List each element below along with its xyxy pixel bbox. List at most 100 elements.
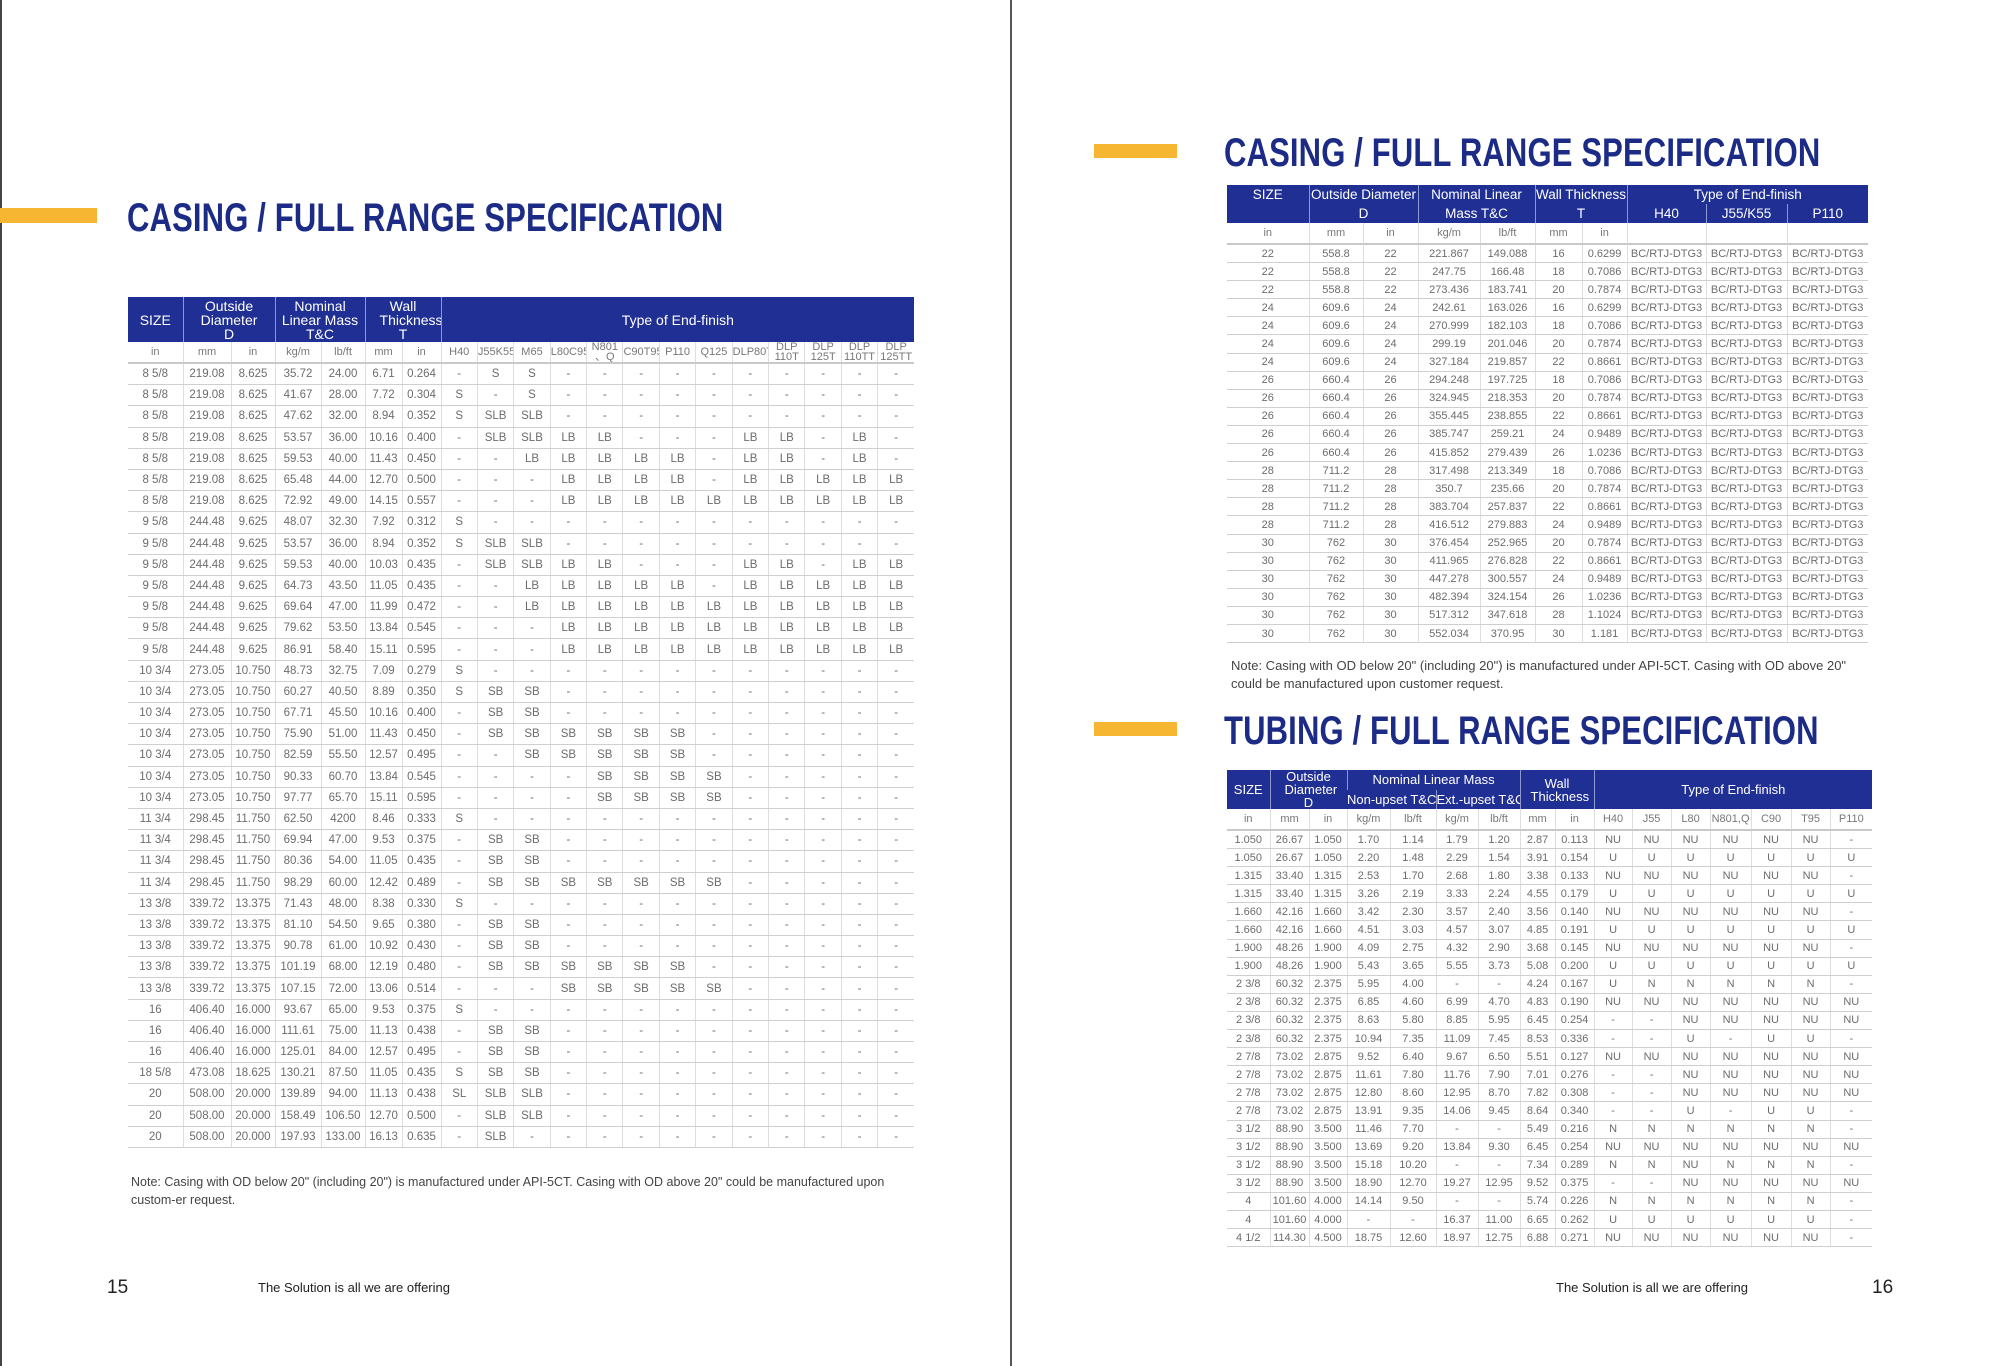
table-cell: N — [1631, 1120, 1672, 1139]
table-cell: - — [877, 999, 915, 1021]
table-row: 8 5/8 219.08 8.625 47.62 32.00 8.94 0.352 S SLB S… — [128, 405, 915, 428]
table-cell: 0.333 — [401, 808, 442, 831]
table-cell: 8.89 — [364, 681, 403, 704]
table-cell: - — [658, 533, 696, 555]
table-cell: 339.72 — [182, 935, 231, 958]
table-cell: 12.60 — [1389, 1228, 1436, 1248]
table-cell: - — [440, 575, 478, 598]
table-cell: 2.375 — [1308, 1029, 1347, 1049]
table-cell: 60.00 — [320, 872, 366, 894]
table-cell: U — [1593, 1210, 1633, 1230]
table-cell: U — [1670, 1210, 1711, 1230]
table-cell: 473.08 — [182, 1062, 231, 1085]
table-row: 20 508.00 20.000 139.89 94.00 11.13 0.438 SL SLB… — [128, 1083, 915, 1106]
table-cell: 47.00 — [320, 596, 366, 619]
table-cell: 660.4 — [1308, 371, 1363, 390]
table-cell: 30 — [1362, 552, 1419, 571]
table-cell: N — [1670, 1192, 1711, 1211]
table-cell: - — [440, 596, 478, 619]
table-cell: 0.450 — [401, 448, 442, 470]
table-cell: 0.495 — [401, 1041, 442, 1064]
table-cell: - — [840, 660, 878, 682]
table-cell: - — [768, 956, 805, 979]
table-cell: 22 — [1362, 244, 1419, 264]
table-cell: 235.66 — [1479, 479, 1536, 499]
table-cell: 219.857 — [1479, 353, 1536, 372]
table-cell: 90.33 — [274, 766, 321, 788]
table-cell: 8.625 — [230, 384, 275, 407]
table-cell: 339.72 — [182, 893, 231, 915]
table-cell: 163.026 — [1479, 298, 1536, 318]
table-cell: - — [476, 977, 514, 1000]
table-cell: 13.91 — [1346, 1101, 1390, 1121]
table-cell: 0.545 — [401, 766, 442, 788]
table-cell: - — [804, 808, 842, 831]
table-cell: LB — [804, 469, 842, 492]
table-cell: 18.625 — [230, 1062, 275, 1085]
unit-cell: DLP 110T — [768, 342, 805, 364]
table-cell: 273.436 — [1417, 280, 1481, 300]
table-cell: 762 — [1308, 624, 1363, 644]
table-cell: - — [622, 999, 660, 1021]
table-cell: 16.000 — [230, 1041, 275, 1064]
table-row: 9 5/8 244.48 9.625 48.07 32.30 7.92 0.312 S - - - -… — [128, 511, 915, 534]
page-divider — [1010, 0, 1012, 1366]
table-cell: 10.750 — [230, 766, 275, 788]
table-cell: 244.48 — [182, 617, 231, 640]
table-cell: 3.03 — [1389, 920, 1436, 940]
table-cell: 88.90 — [1269, 1138, 1309, 1157]
unit-cell: in — [1554, 809, 1595, 831]
table-cell: 3.73 — [1477, 957, 1521, 976]
table-cell: BC/RTJ-DTG3 — [1626, 461, 1707, 481]
table-cell: 18 — [1534, 316, 1583, 336]
table-cell: SB — [622, 977, 660, 1000]
table-cell: 0.7874 — [1581, 280, 1628, 300]
table-cell: 11.09 — [1435, 1029, 1478, 1049]
table-cell: 2 7/8 — [1227, 1101, 1270, 1121]
table-cell: - — [804, 448, 842, 470]
table-cell: U — [1750, 920, 1792, 940]
table-row: 4 101.60 4.000- -16.37 11.00 6.65 0.262 U U U U U U - — [1227, 1210, 1873, 1230]
table-cell: NU — [1790, 866, 1831, 886]
table-cell: LB — [586, 448, 623, 470]
table-cell: 13 3/8 — [128, 893, 183, 915]
table-cell: LB — [549, 490, 587, 513]
table-cell: SB — [658, 744, 696, 767]
table-cell: 0.7874 — [1581, 389, 1628, 408]
table-cell: 7.72 — [364, 384, 403, 407]
table-cell: U — [1790, 848, 1831, 868]
table-cell: - — [731, 999, 769, 1021]
tubing-title: TUBING / FULL RANGE SPECIFICATION — [1224, 709, 1819, 753]
table-cell: LB — [586, 638, 623, 661]
table-cell: 508.00 — [182, 1105, 231, 1127]
table-cell: - — [695, 554, 733, 576]
header-grade-h40: H40 — [1626, 204, 1707, 223]
table-cell: - — [877, 511, 915, 534]
table-cell: - — [768, 1126, 805, 1148]
table-cell: 1.050 — [1227, 830, 1270, 850]
table-cell: U — [1593, 884, 1633, 904]
table-cell: - — [440, 766, 478, 788]
table-cell: SB — [695, 766, 733, 788]
table-cell: LB — [768, 490, 805, 513]
table-cell: 20 — [1534, 479, 1583, 499]
table-cell: - — [840, 702, 878, 725]
table-cell: U — [1790, 957, 1831, 976]
table-cell: 32.75 — [320, 660, 366, 682]
table-cell: - — [877, 1041, 915, 1064]
table-cell: - — [658, 1126, 696, 1148]
table-cell: LB — [877, 469, 915, 492]
table-cell: - — [695, 448, 733, 470]
table-cell: 2.20 — [1346, 848, 1390, 868]
unit-cell: J55 — [1631, 809, 1672, 831]
table-cell: BC/RTJ-DTG3 — [1705, 606, 1788, 625]
table-cell: 26 — [1362, 371, 1419, 390]
table-cell: 2 3/8 — [1227, 975, 1270, 994]
table-cell: - — [1593, 1011, 1633, 1031]
table-cell: BC/RTJ-DTG3 — [1786, 552, 1869, 571]
table-cell: 40.00 — [320, 448, 366, 470]
table-cell: - — [1477, 975, 1521, 994]
table-cell: 8 5/8 — [128, 363, 183, 386]
table-cell: - — [731, 384, 769, 407]
table-cell: 5.55 — [1435, 957, 1478, 976]
